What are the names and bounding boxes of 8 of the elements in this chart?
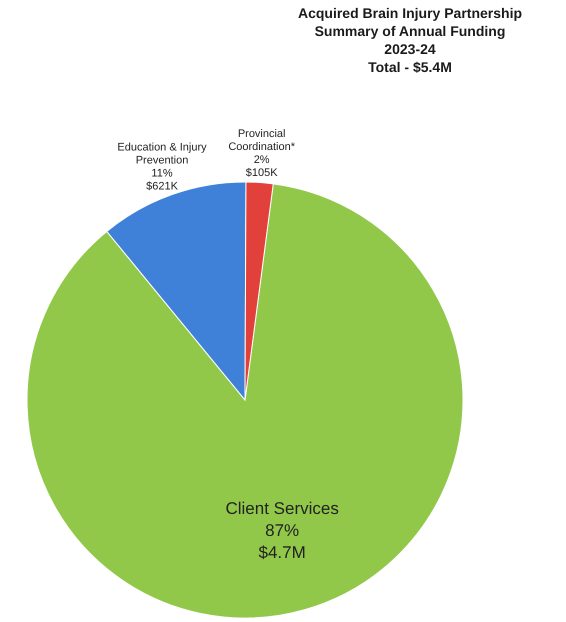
data-label: 87% $4.7M: [258, 520, 306, 562]
chart-title: Acquired Brain Injury Partnership Summary of Annual Funding 2023-24 Total - $5.4M: [298, 5, 522, 75]
slice-label: Provincial Coordination*: [228, 128, 296, 153]
data-label: 2% $105K: [246, 154, 278, 179]
pie-slice: [26, 183, 464, 618]
slice-label: Education & Injury Prevention: [117, 142, 208, 167]
slice-label: Client Services: [225, 498, 339, 518]
data-label: 11% $621K: [146, 168, 179, 193]
